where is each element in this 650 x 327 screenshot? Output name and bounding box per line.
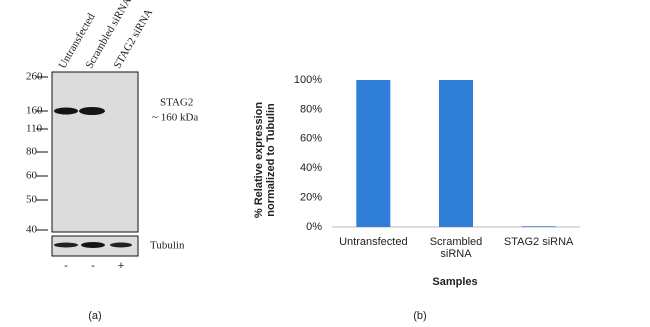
- marker-label: 60: [26, 170, 38, 182]
- panel-label: (b): [413, 310, 426, 322]
- treatment-label: -: [91, 260, 95, 272]
- panel-label: (a): [88, 310, 101, 322]
- marker-label: 40: [26, 224, 38, 236]
- bar: [439, 80, 473, 227]
- y-tick-label: 20%: [300, 192, 322, 204]
- blot-band: [110, 242, 132, 248]
- treatment-label: +: [118, 260, 124, 272]
- y-axis-title: % Relative expression normalized to Tubu…: [253, 101, 277, 219]
- marker-label: 160: [26, 105, 43, 117]
- y-tick-label: 80%: [300, 103, 322, 115]
- blot-membrane: [51, 71, 139, 233]
- x-axis-title: Samples: [432, 276, 477, 288]
- blot-band: [81, 242, 105, 248]
- bar: [521, 226, 556, 227]
- blot-band: [54, 107, 78, 115]
- marker-label: 110: [26, 123, 43, 135]
- blot-band: [79, 107, 105, 115]
- y-tick-label: 40%: [300, 162, 322, 174]
- control-label: Tubulin: [150, 240, 185, 252]
- x-tick-label: Scrambled siRNA: [429, 236, 483, 260]
- target-label: STAG2: [160, 97, 193, 109]
- size-label: ~ 160 kDa: [152, 112, 198, 124]
- marker-label: 80: [26, 146, 38, 158]
- marker-label: 50: [26, 194, 38, 206]
- y-tick-label: 100%: [294, 74, 322, 86]
- bar: [356, 80, 391, 227]
- x-tick-label: Untransfected: [339, 236, 408, 248]
- y-tick-label: 0%: [306, 221, 322, 233]
- blot-band: [54, 242, 78, 248]
- y-tick-label: 60%: [300, 133, 322, 145]
- treatment-label: -: [64, 260, 68, 272]
- x-tick-label: STAG2 siRNA: [503, 236, 574, 248]
- marker-label: 260: [26, 71, 43, 83]
